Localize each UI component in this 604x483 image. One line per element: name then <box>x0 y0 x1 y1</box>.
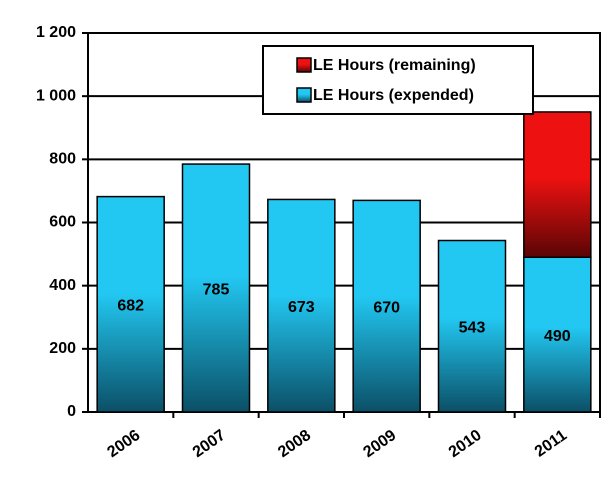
y-tick-label: 600 <box>49 214 76 231</box>
data-label: 490 <box>544 328 571 345</box>
y-tick-label: 1 200 <box>36 24 76 41</box>
legend-swatch <box>296 57 312 73</box>
x-tick-label: 2011 <box>532 427 570 461</box>
data-label: 670 <box>373 299 400 316</box>
data-label: 543 <box>459 319 486 336</box>
x-tick-label: 2006 <box>104 427 143 461</box>
data-label: 785 <box>203 281 230 298</box>
bar-segment <box>352 199 421 413</box>
bar-segment <box>181 163 251 413</box>
y-tick-label: 400 <box>49 277 76 294</box>
legend-label: LE Hours (expended) <box>313 87 474 104</box>
legend-swatch <box>296 87 312 103</box>
bar-segment <box>437 239 507 413</box>
x-tick-label: 2007 <box>190 427 229 461</box>
y-tick-label: 1 000 <box>36 87 76 104</box>
y-tick-label: 800 <box>49 151 76 168</box>
x-tick-label: 2009 <box>360 427 399 461</box>
data-label: 673 <box>288 299 315 316</box>
x-tick-label: 2010 <box>446 427 485 461</box>
y-tick-label: 0 <box>67 403 76 420</box>
bar-segment <box>267 198 336 413</box>
y-tick-label: 200 <box>49 340 76 357</box>
bar-segment <box>523 111 592 258</box>
bar-segment <box>96 195 165 413</box>
x-tick-label: 2008 <box>275 427 314 461</box>
data-label: 682 <box>117 298 144 315</box>
bar-segment <box>523 256 592 413</box>
legend-label: LE Hours (remaining) <box>313 57 476 74</box>
